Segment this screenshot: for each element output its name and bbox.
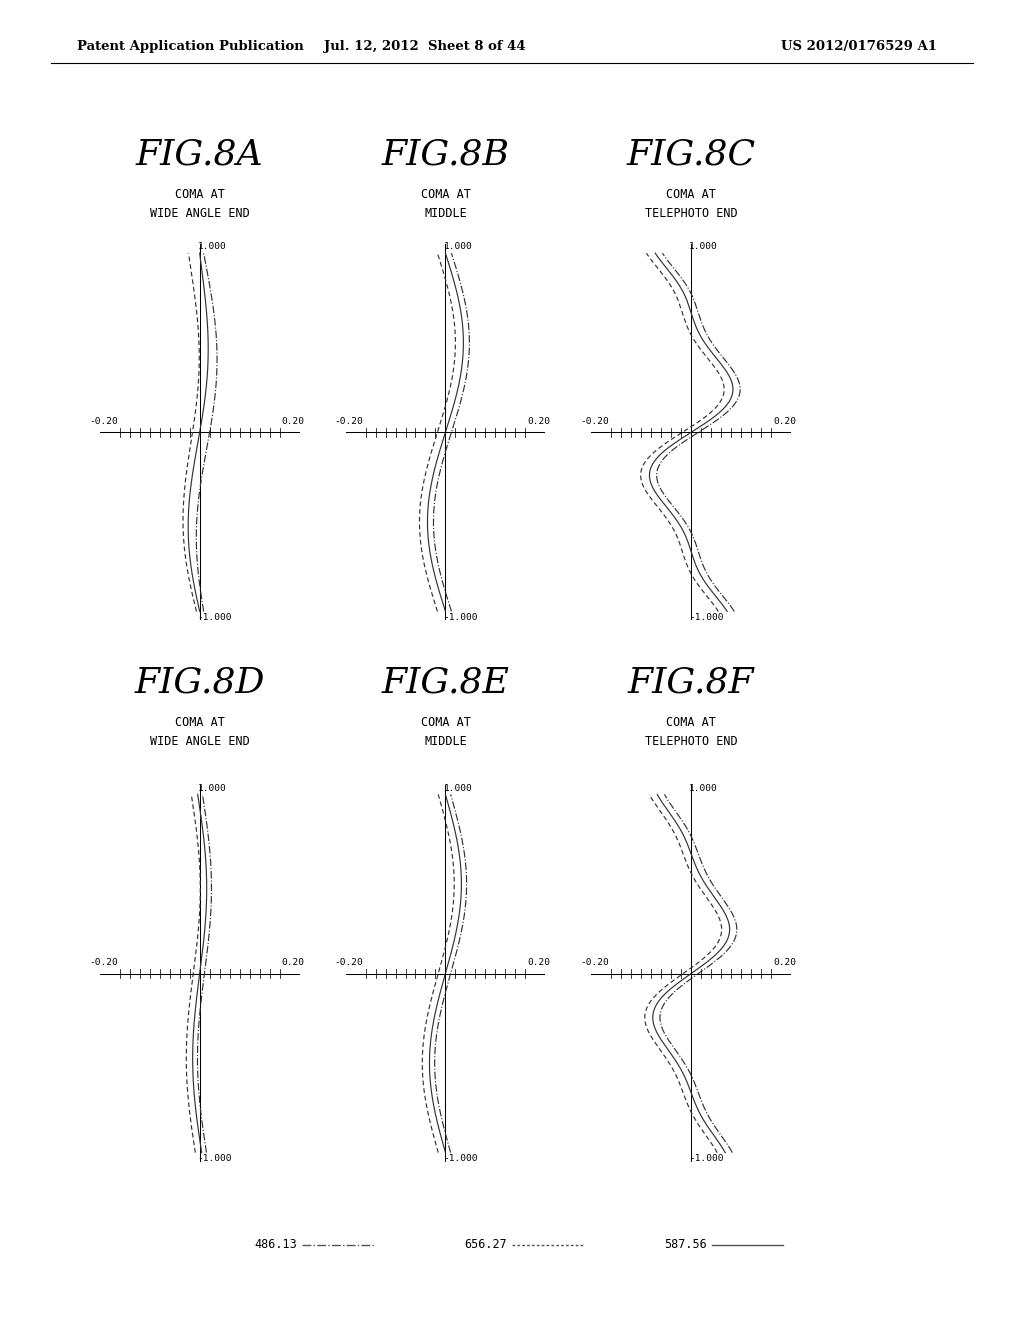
Text: COMA AT: COMA AT [667,715,716,729]
Text: 587.56: 587.56 [664,1238,707,1251]
Text: MIDDLE: MIDDLE [424,207,467,220]
Text: Jul. 12, 2012  Sheet 8 of 44: Jul. 12, 2012 Sheet 8 of 44 [325,40,525,53]
Text: MIDDLE: MIDDLE [424,735,467,748]
Text: 0.20: 0.20 [282,417,304,426]
Text: -0.20: -0.20 [89,417,118,426]
Text: -1.000: -1.000 [198,614,232,622]
Text: FIG.8E: FIG.8E [382,665,509,700]
Text: 0.20: 0.20 [282,958,304,968]
Text: -0.20: -0.20 [581,417,609,426]
Text: FIG.8A: FIG.8A [136,137,263,172]
Text: -1.000: -1.000 [443,1155,478,1163]
Text: -1.000: -1.000 [689,614,724,622]
Text: -0.20: -0.20 [581,958,609,968]
Text: 1.000: 1.000 [689,243,718,251]
Text: -1.000: -1.000 [443,614,478,622]
Text: Patent Application Publication: Patent Application Publication [77,40,303,53]
Text: US 2012/0176529 A1: US 2012/0176529 A1 [781,40,937,53]
Text: 0.20: 0.20 [773,417,796,426]
Text: FIG.8F: FIG.8F [628,665,755,700]
Text: TELEPHOTO END: TELEPHOTO END [645,735,737,748]
Text: 656.27: 656.27 [464,1238,507,1251]
Text: -0.20: -0.20 [89,958,118,968]
Text: WIDE ANGLE END: WIDE ANGLE END [150,735,250,748]
Text: COMA AT: COMA AT [175,187,224,201]
Text: 1.000: 1.000 [443,243,472,251]
Text: 1.000: 1.000 [689,784,718,792]
Text: 1.000: 1.000 [443,784,472,792]
Text: WIDE ANGLE END: WIDE ANGLE END [150,207,250,220]
Text: -1.000: -1.000 [198,1155,232,1163]
Text: COMA AT: COMA AT [421,715,470,729]
Text: -0.20: -0.20 [335,417,364,426]
Text: COMA AT: COMA AT [667,187,716,201]
Text: FIG.8B: FIG.8B [381,137,510,172]
Text: 1.000: 1.000 [198,243,226,251]
Text: -0.20: -0.20 [335,958,364,968]
Text: 486.13: 486.13 [254,1238,297,1251]
Text: -1.000: -1.000 [689,1155,724,1163]
Text: COMA AT: COMA AT [175,715,224,729]
Text: FIG.8D: FIG.8D [134,665,265,700]
Text: 1.000: 1.000 [198,784,226,792]
Text: 0.20: 0.20 [527,417,550,426]
Text: FIG.8C: FIG.8C [627,137,756,172]
Text: COMA AT: COMA AT [421,187,470,201]
Text: 0.20: 0.20 [527,958,550,968]
Text: TELEPHOTO END: TELEPHOTO END [645,207,737,220]
Text: 0.20: 0.20 [773,958,796,968]
